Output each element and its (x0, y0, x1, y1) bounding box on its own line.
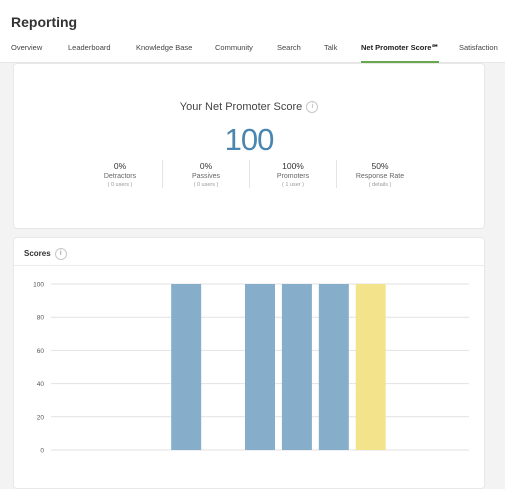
scores-title: Scores (24, 249, 51, 259)
tab-knowledge-base[interactable]: Knowledge Base (136, 43, 193, 52)
info-icon[interactable]: i (54, 248, 67, 260)
y-tick-label: 0 (40, 448, 44, 455)
stat-label: Passives (191, 173, 220, 180)
stat-promoters: 100% Promoters ( 1 user ) (253, 161, 333, 188)
info-icon[interactable]: i (306, 101, 319, 114)
stat-divider (249, 160, 250, 188)
stat-passives: 0% Passives ( 0 users ) (166, 161, 246, 188)
bar-score-3[interactable] (171, 284, 202, 450)
stat-count: ( 0 users ) (193, 182, 219, 188)
page-title: Reporting (11, 14, 78, 30)
stat-label: Detractors (103, 173, 137, 180)
bar-score-6[interactable] (281, 284, 312, 450)
y-tick-label: 100 (33, 282, 44, 289)
y-tick-label: 60 (37, 348, 45, 355)
scores-card: Scores i 0 20 40 60 80 100 (13, 237, 485, 489)
stat-percent: 0% (113, 161, 127, 171)
scores-divider (14, 265, 484, 266)
bar-score-8[interactable] (355, 284, 386, 450)
bar-score-5[interactable] (245, 284, 275, 450)
stat-detractors: 0% Detractors ( 0 users ) (80, 161, 160, 188)
response-rate-details-link[interactable]: ( details ) (368, 182, 392, 188)
stat-percent: 50% (371, 161, 389, 171)
nps-title: Your Net Promoter Score (179, 101, 303, 113)
tab-net-promoter-score[interactable]: Net Promoter Score℠ (361, 43, 440, 63)
tab-search[interactable]: Search (277, 43, 301, 52)
nps-card: Your Net Promoter Score i 100 0% Detracto… (13, 63, 485, 229)
y-tick-label: 80 (37, 315, 45, 322)
y-tick-label: 20 (37, 414, 45, 421)
scores-title-row: Scores i (24, 248, 67, 260)
tab-leaderboard[interactable]: Leaderboard (68, 43, 111, 52)
tab-satisfaction[interactable]: Satisfaction (459, 43, 498, 52)
tab-community[interactable]: Community (215, 43, 253, 52)
bar-score-7[interactable] (318, 284, 349, 450)
stat-count: ( 1 user ) (281, 182, 304, 188)
stat-response-rate: 50% Response Rate ( details ) (340, 161, 420, 188)
nps-score-value: 100 (224, 122, 275, 157)
header: Reporting Overview Leaderboard Knowledge… (0, 0, 505, 63)
tab-overview[interactable]: Overview (11, 43, 43, 52)
scores-chart: 0 20 40 60 80 100 (33, 282, 469, 455)
stat-percent: 0% (199, 161, 213, 171)
stat-divider (162, 160, 163, 188)
stat-percent: 100% (282, 161, 304, 171)
tab-talk[interactable]: Talk (324, 43, 338, 52)
stat-label: Response Rate (355, 173, 405, 180)
tab-bar: Overview Leaderboard Knowledge Base Comm… (0, 43, 505, 63)
stat-count: ( 0 users ) (107, 182, 133, 188)
stat-divider (336, 160, 337, 188)
y-tick-label: 40 (37, 381, 45, 388)
stat-label: Promoters (276, 173, 310, 180)
nps-title-row: Your Net Promoter Score i (14, 101, 484, 114)
